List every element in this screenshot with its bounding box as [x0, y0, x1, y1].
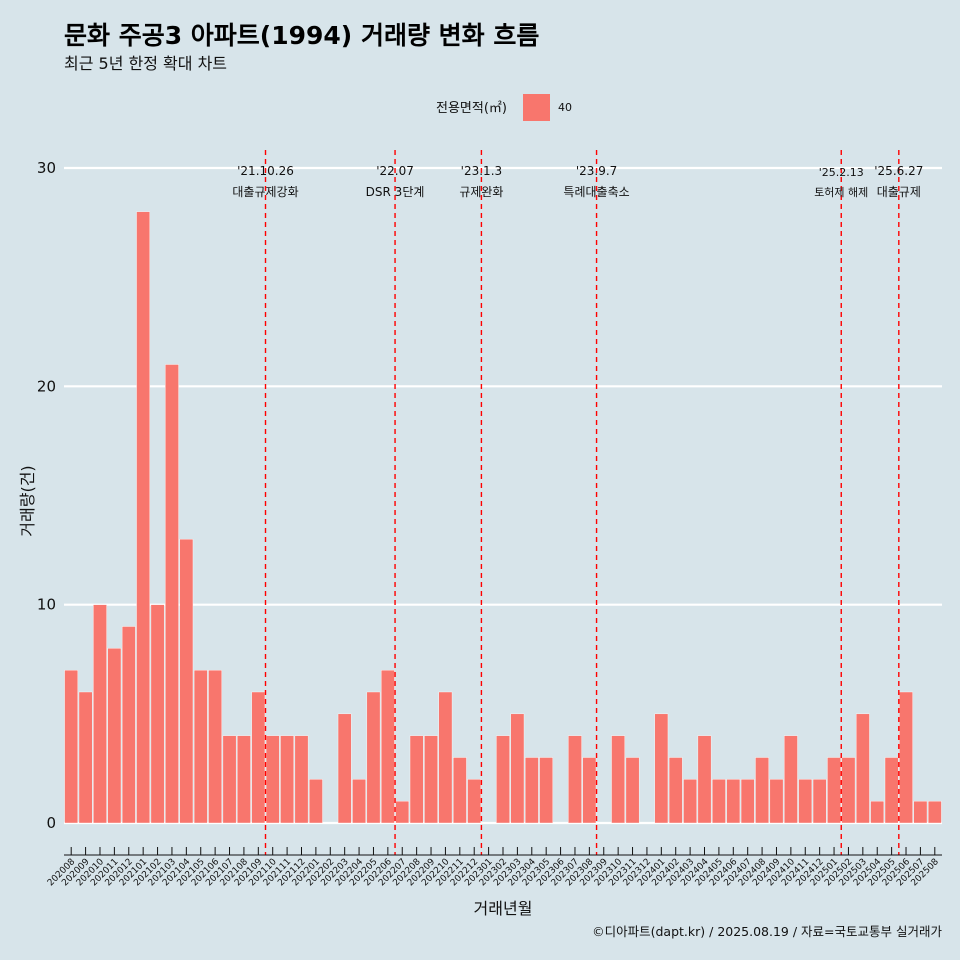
chart-title: 문화 주공3 아파트(1994) 거래량 변화 흐름	[64, 21, 539, 50]
bar	[798, 779, 813, 824]
bar	[107, 648, 122, 824]
annotations: '21.10.26 대출규제강화 '22.07 DSR 3단계 '23.1.3 규제완화 '…	[232, 164, 923, 199]
bar	[812, 779, 827, 824]
bar	[913, 800, 928, 824]
y-axis: 0 10 20 30	[37, 159, 56, 832]
bar	[769, 779, 784, 824]
bar	[927, 800, 942, 824]
bar	[150, 604, 165, 824]
bar	[697, 735, 712, 824]
bar	[654, 713, 669, 824]
annotation-date: '22.07	[376, 164, 414, 178]
annotation-date: '21.10.26	[237, 164, 294, 178]
bar	[740, 779, 755, 824]
bar	[395, 800, 410, 824]
caption: ©디아파트(dapt.kr) / 2025.08.19 / 자료=국토교통부 실…	[592, 924, 942, 939]
bar	[539, 757, 554, 824]
bar	[827, 757, 841, 824]
bar	[611, 735, 625, 824]
annotation-date: '23.1.3	[461, 164, 502, 178]
bar	[438, 691, 453, 824]
bar	[352, 779, 366, 824]
y-tick-label: 30	[37, 159, 56, 177]
bar	[424, 735, 438, 824]
bar	[683, 779, 697, 824]
bar	[467, 779, 482, 824]
bar	[856, 713, 870, 824]
bar	[208, 669, 222, 824]
bar	[841, 757, 856, 824]
bar	[366, 691, 381, 824]
annotation-label: DSR 3단계	[366, 185, 425, 199]
annotation-label: 특례대출축소	[563, 185, 629, 199]
legend: 전용면적(㎡) 40	[436, 94, 572, 121]
bar	[784, 735, 798, 824]
bar	[222, 735, 237, 824]
bars	[64, 211, 942, 824]
bar	[409, 735, 424, 824]
bar	[712, 779, 726, 824]
annotation-label: 토허제 해제	[814, 185, 868, 199]
bar	[165, 364, 179, 824]
annotation-label: 대출규제강화	[232, 185, 298, 199]
bar	[136, 211, 150, 824]
bar	[309, 779, 323, 824]
bar	[64, 669, 79, 824]
annotation-date: '25.6.27	[874, 164, 923, 178]
bar	[280, 735, 294, 824]
bar	[193, 669, 208, 824]
x-axis: 2020082020092020102020112020122021012021…	[46, 847, 942, 888]
bar	[668, 757, 683, 824]
y-tick-label: 10	[37, 596, 56, 614]
annotation-date: '23.9.7	[576, 164, 617, 178]
bar	[337, 713, 352, 824]
bar	[899, 691, 913, 824]
legend-title: 전용면적(㎡)	[436, 101, 507, 116]
bar	[251, 691, 266, 824]
bar	[121, 626, 136, 824]
legend-label: 40	[558, 101, 572, 114]
bar	[237, 735, 251, 824]
y-tick-label: 20	[37, 377, 56, 395]
bar	[870, 800, 885, 824]
annotation-lines	[264, 150, 900, 855]
bar	[625, 757, 640, 824]
y-tick-label: 0	[46, 814, 56, 832]
x-axis-label: 거래년월	[474, 899, 533, 918]
bar	[78, 691, 93, 824]
bar	[755, 757, 769, 824]
bar	[496, 735, 510, 824]
bar	[93, 604, 107, 824]
legend-key	[523, 94, 550, 121]
chart-subtitle: 최근 5년 한정 확대 차트	[64, 54, 227, 73]
bar	[524, 757, 539, 824]
annotation-label: 규제완화	[459, 185, 503, 199]
annotation-label: 대출규제	[877, 185, 921, 199]
y-axis-label: 거래량(건)	[18, 465, 37, 536]
bar	[726, 779, 741, 824]
bar	[568, 735, 582, 824]
bar	[381, 669, 395, 824]
bar	[179, 538, 194, 824]
bar	[884, 757, 899, 824]
bar	[294, 735, 309, 824]
bar	[265, 735, 280, 824]
bar	[510, 713, 525, 824]
bar	[582, 757, 597, 824]
annotation-date: '25.2.13	[819, 166, 864, 179]
bar	[452, 757, 467, 824]
